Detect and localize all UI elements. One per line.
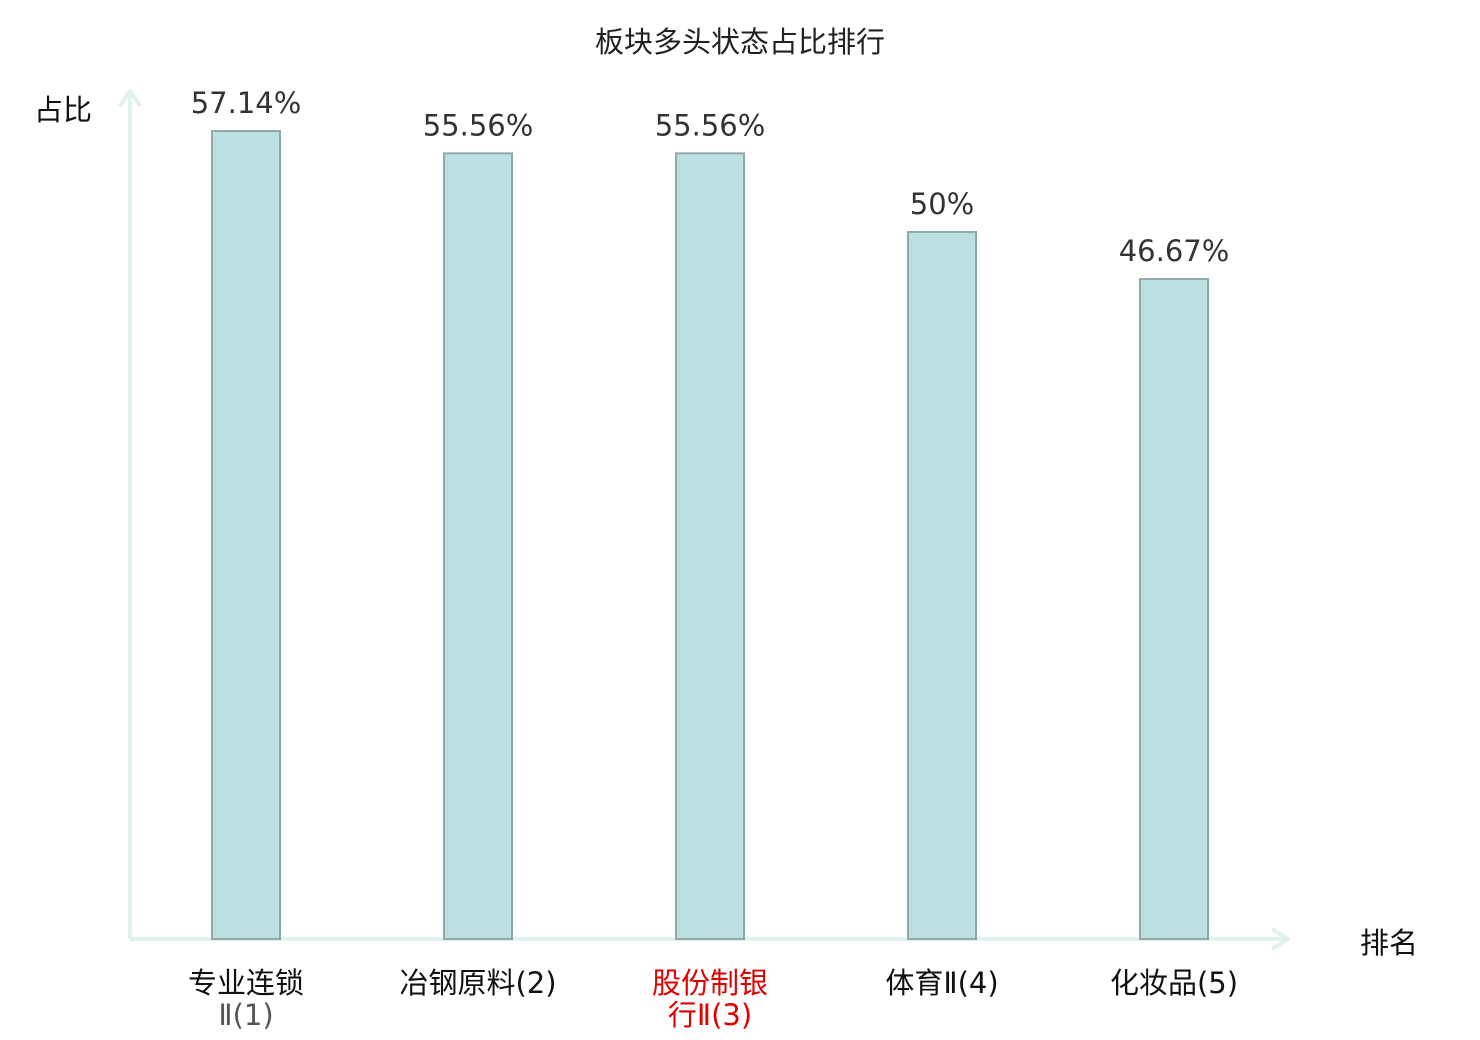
bar-value-label: 46.67% — [1119, 234, 1230, 268]
x-axis-arrow — [1270, 927, 1290, 951]
category-label-line2: 行Ⅱ(3) — [668, 998, 752, 1032]
bar-value-label: 50% — [910, 187, 974, 221]
bar — [211, 130, 281, 940]
chart-title: 板块多头状态占比排行 — [595, 25, 885, 59]
category-label-line2: Ⅱ(1) — [218, 998, 273, 1032]
bar-value-label: 55.56% — [423, 108, 534, 142]
value-labels-group: 57.14% 55.56% 55.56% 50% 46.67% — [191, 86, 1230, 268]
x-axis-label: 排名 — [1360, 926, 1418, 960]
category-label: 股份制银 — [652, 966, 768, 1000]
category-label: 化妆品(5) — [1110, 966, 1238, 1000]
bars-group — [211, 130, 1209, 940]
bar — [443, 152, 513, 940]
category-label: 体育Ⅱ(4) — [885, 966, 998, 1000]
y-axis-label: 占比 — [34, 93, 92, 127]
bar-value-label: 55.56% — [655, 108, 766, 142]
bar — [1139, 278, 1209, 940]
bar — [907, 230, 977, 940]
y-axis-arrow — [118, 89, 142, 108]
bar-value-label: 57.14% — [191, 86, 302, 120]
bar — [675, 152, 745, 940]
category-label: 专业连锁 — [188, 966, 304, 1000]
category-label: 冶钢原料(2) — [399, 966, 556, 1000]
